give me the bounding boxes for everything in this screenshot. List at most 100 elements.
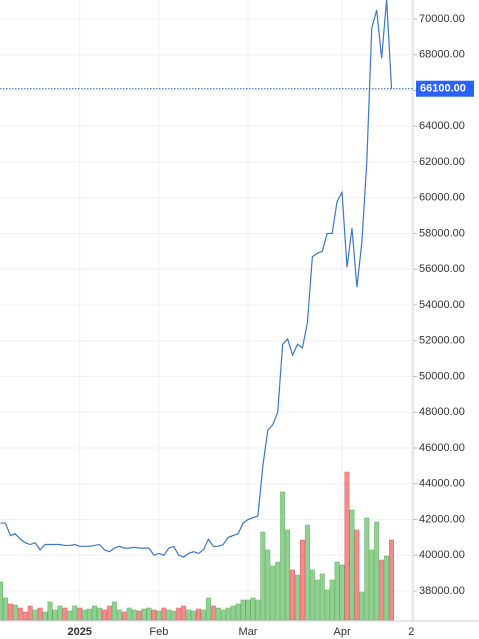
last-price-box	[416, 80, 474, 97]
y-tick-label: 38000.00	[419, 585, 465, 597]
volume-bar	[280, 491, 286, 621]
volume-bar	[319, 573, 325, 621]
volume-bar	[106, 605, 112, 621]
volume-bar	[72, 605, 78, 621]
x-tick-label: 2025	[67, 626, 91, 638]
y-tick-label: 60000.00	[419, 192, 465, 204]
volume-bar	[166, 609, 172, 621]
volume-bar	[191, 610, 197, 621]
volume-bar	[3, 597, 8, 621]
volume-bar	[275, 561, 281, 621]
volume-bar	[290, 569, 296, 621]
volume-bar	[250, 597, 256, 621]
y-tick-label: 50000.00	[419, 370, 465, 382]
volume-bar	[7, 603, 13, 621]
volume-bar	[295, 574, 300, 621]
volume-bar	[324, 589, 330, 621]
y-tick-label: 44000.00	[419, 478, 465, 490]
volume-bar	[186, 609, 192, 621]
volume-bar	[265, 549, 271, 621]
x-tick-label: 2	[408, 626, 414, 638]
volume-bar	[82, 609, 88, 621]
volume-bar	[0, 581, 3, 621]
y-tick-label: 58000.00	[419, 227, 465, 239]
volume-bar	[87, 608, 93, 621]
volume-bar	[12, 604, 18, 621]
volume-bar	[161, 607, 167, 621]
volume-bar	[67, 610, 73, 621]
y-tick-label: 48000.00	[419, 406, 465, 418]
volume-bar	[300, 539, 305, 621]
volume-bar	[181, 605, 187, 621]
volume-bar	[171, 610, 177, 621]
volume-bar	[146, 607, 152, 621]
volume-bar	[359, 591, 365, 621]
volume-bar	[126, 607, 132, 621]
volume-bar	[240, 599, 246, 621]
volume-bar	[205, 597, 211, 621]
last-price-label: 66100.00	[420, 83, 466, 95]
volume-bar	[344, 471, 350, 621]
volume-bar	[210, 605, 216, 621]
y-tick-label: 56000.00	[419, 263, 465, 275]
volume-bar	[136, 610, 142, 621]
volume-bar	[37, 607, 43, 621]
volume-bar	[354, 529, 360, 621]
x-tick-label: Apr	[333, 626, 350, 638]
price-line	[0, 0, 393, 558]
volume-bar	[47, 601, 53, 621]
volume-bar	[389, 539, 395, 621]
volume-bar	[245, 599, 251, 621]
volume-bar	[97, 607, 102, 621]
volume-bar	[151, 609, 157, 621]
volume-bar	[111, 601, 117, 621]
volume-bar	[201, 609, 206, 621]
volume-bar	[349, 509, 355, 621]
volume-bar	[235, 603, 241, 621]
volume-bar	[22, 611, 28, 621]
volume-bar	[52, 609, 58, 621]
volume-bar	[77, 607, 83, 621]
volume-bar	[334, 561, 340, 621]
y-tick-label: 40000.00	[419, 549, 465, 561]
volume-bar	[121, 611, 127, 621]
volume-bar	[309, 569, 315, 621]
volume-bar	[304, 524, 310, 621]
volume-bar	[215, 607, 221, 621]
y-tick-label: 64000.00	[419, 120, 465, 132]
volume-bar	[285, 529, 291, 621]
y-tick-label: 46000.00	[419, 442, 465, 454]
y-tick-label: 54000.00	[419, 299, 465, 311]
volume-bar	[369, 549, 375, 621]
x-tick-label: Mar	[239, 626, 258, 638]
volume-bar	[196, 608, 201, 621]
volume-bar	[384, 555, 390, 621]
volume-bar	[176, 607, 182, 621]
volume-bar	[62, 607, 68, 621]
volume-bar	[156, 610, 162, 621]
volume-bar	[17, 607, 23, 621]
volume-bar	[329, 579, 335, 621]
volume-bar	[379, 559, 385, 621]
volume-bar	[230, 605, 236, 621]
volume-bar	[116, 609, 122, 621]
volume-bar	[42, 611, 48, 621]
volume-bar	[102, 609, 107, 621]
volume-bar	[255, 599, 261, 621]
x-tick-label: Feb	[149, 626, 168, 638]
volume-bar	[314, 579, 320, 621]
volume-bar	[260, 531, 266, 621]
volume-bar	[270, 565, 276, 621]
volume-bar	[141, 608, 147, 621]
y-tick-label: 62000.00	[419, 156, 465, 168]
volume-bar	[220, 609, 226, 621]
y-tick-label: 52000.00	[419, 335, 465, 347]
volume-bar	[27, 605, 33, 621]
volume-bar	[32, 609, 38, 621]
y-tick-label: 42000.00	[419, 513, 465, 525]
volume-bar	[364, 517, 370, 621]
y-tick-label: 68000.00	[419, 49, 465, 61]
volume-bar	[339, 564, 345, 621]
